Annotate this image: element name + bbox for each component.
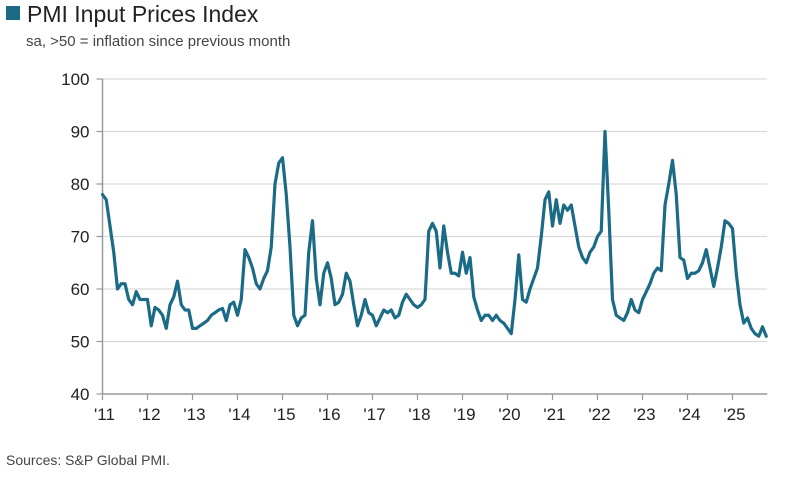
x-tick-label: '15 [273,405,295,424]
x-tick-label: '19 [453,405,475,424]
x-axis-ticks: '11 '12 '13 '14 '15 '16 '17 '18 '19 '20 '21 '22 '23 '… [94,394,746,424]
series-line-pmi-input-prices [100,129,768,338]
x-tick-label: '16 [318,405,340,424]
x-tick-label: '22 [588,405,610,424]
x-tick-label: '11 [94,405,115,424]
y-tick-label: 40 [71,385,90,404]
source-note: Sources: S&P Global PMI. [6,452,170,468]
chart-subtitle: sa, >50 = inflation since previous month [26,33,291,50]
y-tick-label: 80 [71,175,90,194]
series-layer [100,129,768,338]
y-tick-label: 50 [71,333,90,352]
y-tick-label: 60 [71,280,90,299]
chart-title: PMI Input Prices Index [27,1,259,27]
x-tick-label: '20 [498,405,520,424]
x-tick-label: '17 [363,405,385,424]
gridlines [102,78,768,343]
legend-swatch [6,6,20,20]
x-tick-label: '18 [408,405,430,424]
y-tick-label: 100 [61,70,89,89]
x-tick-label: '21 [543,405,565,424]
y-tick-label: 70 [71,228,90,247]
x-tick-label: '14 [228,405,250,424]
y-axis-ticks: 40 50 60 70 80 90 100 [61,70,103,404]
x-tick-label: '24 [678,405,700,424]
x-tick-label: '12 [138,405,160,424]
x-tick-label: '25 [723,405,745,424]
x-tick-label: '23 [633,405,655,424]
x-tick-label: '13 [183,405,205,424]
y-tick-label: 90 [71,123,90,142]
